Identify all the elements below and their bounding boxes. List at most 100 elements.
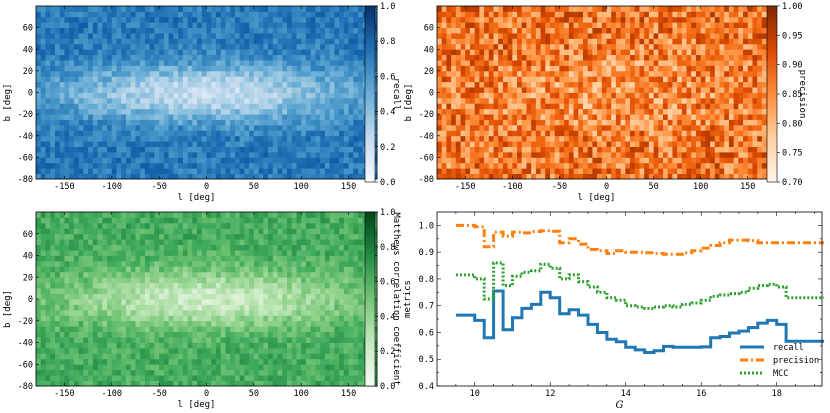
heatmap-cell [348, 76, 354, 83]
heatmap-cell [526, 65, 532, 72]
heatmap-cell [282, 146, 288, 153]
x-tick-label: 150 [740, 182, 755, 192]
heatmap-cell [178, 103, 184, 110]
heatmap-cell [568, 135, 574, 142]
heatmap-cell [517, 87, 523, 93]
heatmap-cell [125, 70, 132, 77]
heatmap-cell [92, 60, 98, 66]
heatmap-cell [752, 168, 758, 174]
heatmap-cell [154, 151, 160, 158]
heatmap-cell [130, 119, 136, 126]
heatmap-cell [582, 22, 589, 29]
heatmap-cell [465, 141, 471, 147]
heatmap-cell [230, 38, 236, 45]
heatmap-cell [719, 81, 725, 88]
heatmap-cell [329, 22, 335, 29]
heatmap-cell [484, 16, 490, 23]
heatmap-cell [287, 141, 293, 147]
heatmap-cell [644, 151, 650, 158]
heatmap-cell [630, 92, 636, 99]
heatmap-cell [474, 87, 480, 93]
heatmap-cell [582, 60, 589, 66]
heatmap-cell [512, 43, 518, 50]
heatmap-cell [517, 27, 523, 34]
heatmap-cell [268, 65, 274, 72]
heatmap-cell [437, 49, 443, 56]
heatmap-cell [592, 43, 598, 50]
heatmap-cell [121, 162, 127, 169]
heatmap-cell [455, 87, 461, 93]
heatmap-cell [535, 49, 541, 56]
heatmap-cell [40, 22, 46, 29]
heatmap-cell [531, 49, 537, 56]
heatmap-cell [244, 60, 250, 66]
heatmap-cell [282, 76, 288, 83]
heatmap-cell [315, 157, 321, 164]
heatmap-cell [358, 76, 364, 83]
heatmap-cell [437, 22, 443, 29]
heatmap-cell [324, 43, 331, 50]
heatmap-cell [601, 43, 607, 50]
heatmap-cell [83, 146, 89, 153]
heatmap-cell [343, 65, 349, 72]
heatmap-cell [639, 6, 645, 12]
heatmap-cell [182, 119, 188, 126]
heatmap-cell [625, 124, 631, 131]
heatmap-cell [625, 141, 631, 147]
heatmap-cell [437, 157, 443, 164]
heatmap-cell [301, 380, 307, 387]
heatmap-cell [173, 157, 179, 164]
heatmap-cell [334, 97, 340, 104]
heatmap-cell [578, 65, 584, 72]
heatmap-cell [743, 6, 749, 12]
heatmap-cell [568, 103, 574, 110]
heatmap-cell [149, 22, 155, 29]
heatmap-cell [348, 6, 354, 12]
heatmap-cell [168, 375, 174, 381]
heatmap-cell [620, 16, 626, 23]
heatmap-cell [498, 38, 504, 45]
heatmap-cell [45, 162, 51, 169]
heatmap-cell [64, 65, 70, 72]
heatmap-cell [211, 87, 217, 93]
heatmap-cell [36, 168, 42, 174]
heatmap-cell [752, 38, 758, 45]
heatmap-cell [615, 135, 622, 142]
heatmap-cell [329, 162, 335, 169]
heatmap-cell [564, 97, 570, 104]
heatmap-cell [573, 162, 579, 169]
heatmap-cell [116, 76, 122, 83]
heatmap-cell [263, 380, 269, 387]
heatmap-cell [107, 103, 113, 110]
heatmap-cell [272, 151, 278, 158]
heatmap-cell [277, 76, 283, 83]
heatmap-cell [168, 168, 174, 174]
heatmap-cell [144, 108, 151, 115]
heatmap-cell [149, 130, 155, 137]
heatmap-cell [144, 27, 151, 34]
heatmap-cell [144, 49, 151, 56]
heatmap-cell [310, 87, 316, 93]
heatmap-cell [159, 162, 165, 169]
heatmap-cell [324, 108, 331, 115]
heatmap-cell [234, 135, 241, 142]
heatmap-cell [348, 70, 354, 77]
heatmap-cell [125, 97, 132, 104]
heatmap-cell [163, 27, 170, 34]
heatmap-cell [215, 16, 222, 23]
heatmap-cell [587, 22, 593, 29]
heatmap-cell [484, 65, 490, 72]
heatmap-cell [159, 130, 165, 137]
heatmap-cell [554, 130, 560, 137]
heatmap-cell [154, 375, 160, 381]
heatmap-cell [329, 146, 335, 153]
heatmap-cell [159, 49, 165, 56]
y-tick-label: -20 [18, 110, 33, 120]
heatmap-cell [358, 168, 364, 174]
colorbar-tick-label: 0.8 [380, 37, 395, 47]
heatmap-cell [653, 27, 659, 34]
heatmap-cell [315, 33, 321, 39]
heatmap-cell [747, 135, 753, 142]
heatmap-cell [92, 92, 98, 99]
heatmap-cell [672, 49, 678, 56]
